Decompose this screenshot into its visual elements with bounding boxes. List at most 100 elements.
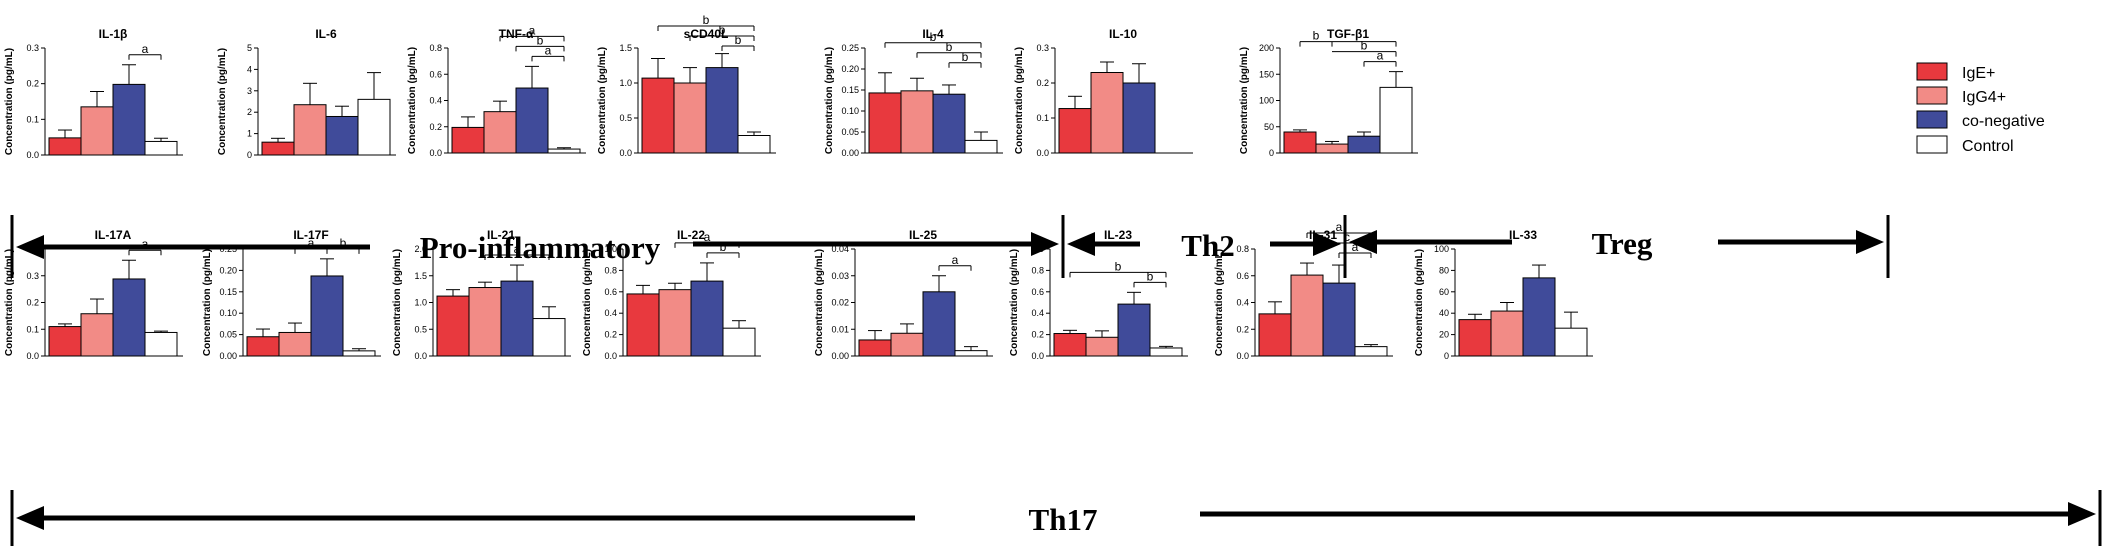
y-axis-label: Concentration (pg/mL) [1014,47,1025,154]
significance-label: b [962,50,969,64]
bar-control [1379,86,1413,154]
bar-control [964,139,998,154]
bar-co-negative [112,83,146,156]
bar-co-negative [112,278,146,357]
legend-swatch-control [1916,135,1948,154]
bar-ige- [261,141,295,156]
bar-ige- [1053,333,1087,357]
y-tick-label: 1.5 [414,271,427,281]
bar-co-negative [1122,82,1156,154]
y-axis-label: Concentration (pg/mL) [392,249,403,356]
y-axis-label: Concentration (pg/mL) [202,249,213,356]
bar-control [144,140,178,156]
significance-label: a [952,253,959,267]
chart-panel-il-22: IL-22 Concentration (pg/mL) 0.0 0.2 0.4 0.6 0.… [582,228,761,361]
y-axis-label: Concentration (pg/mL) [1009,249,1020,356]
legend-label-ige: IgE+ [1962,65,1995,82]
legend-swatch-ige [1916,62,1948,81]
bar-co-negative [1347,135,1381,154]
bar-ige- [626,293,660,357]
chart-panel-il-1-: IL-1β Concentration (pg/mL) 0.0 0.1 0.2 0.3 a [4,27,183,160]
y-axis-label: Concentration (pg/mL) [407,47,418,154]
bar-control [722,327,756,357]
y-tick-label: 0.00 [219,351,237,361]
y-tick-label: 0.6 [1236,271,1249,281]
bar-control [357,98,391,156]
chart-panel-tnf-: TNF-α Concentration (pg/mL) 0.0 0.2 0.4 0.6 0.… [407,23,586,158]
y-tick-label: 0.2 [1036,78,1049,88]
chart-title: IL-6 [315,27,337,41]
chart-title: IL-22 [677,228,705,242]
chart-panel-il-10: IL-10 Concentration (pg/mL) 0.0 0.1 0.2 0.3 [1014,27,1193,158]
y-tick-label: 80 [1439,265,1449,275]
significance-label: b [340,236,347,250]
y-tick-label: 0.00 [841,148,859,158]
bar-control [1354,346,1388,357]
y-tick-label: 0.15 [219,287,237,297]
bar-control [532,318,566,357]
y-tick-label: 40 [1439,308,1449,318]
legend: IgE+ IgG4+ co-negative Control [1916,62,2045,155]
significance-label: b [720,240,727,254]
bar-control [342,350,376,357]
y-tick-label: 0.1 [26,114,39,124]
bar-igg4- [1085,336,1119,357]
significance-label: b [946,40,953,54]
y-axis-label: Concentration (pg/mL) [582,249,593,356]
arrow-left-head [1349,230,1377,254]
chart-title: IL-33 [1509,228,1537,242]
y-tick-label: 0.0 [26,150,39,160]
bar-igg4- [80,106,114,156]
significance-label: a [545,43,552,57]
bar-igg4- [293,104,327,156]
group-arrows-row1: Pro-inflammatory Th2 Treg [10,215,1890,278]
chart-panel-il-6: IL-6 Concentration (pg/mL) 0 1 2 3 4 5 [217,27,396,160]
arrow-left-head [16,235,44,259]
bar-ige- [1283,131,1317,154]
bar-co-negative [325,115,359,156]
y-tick-label: 0.4 [1031,308,1044,318]
y-tick-label: 0.5 [619,113,632,123]
bar-co-negative [1522,277,1556,357]
y-tick-label: 20 [1439,330,1449,340]
y-tick-label: 0.1 [26,324,39,334]
chart-title: IL-4 [922,27,944,41]
y-tick-label: 0.0 [429,148,442,158]
y-tick-label: 0.0 [604,351,617,361]
y-tick-label: 1.0 [414,298,427,308]
y-axis-label: Concentration (pg/mL) [1214,249,1225,356]
y-tick-label: 0.8 [429,43,442,53]
bar-ige- [1258,313,1292,357]
y-axis-label: Concentration (pg/mL) [1239,47,1250,154]
y-axis-label: Concentration (pg/mL) [597,47,608,154]
y-tick-label: 4 [247,64,252,74]
bar-co-negative [690,280,724,357]
bar-igg4- [483,111,517,154]
y-tick-label: 0.2 [1236,324,1249,334]
bar-igg4- [1490,310,1524,357]
bar-igg4- [673,82,707,154]
y-tick-label: 0.2 [26,79,39,89]
chart-panel-il-21: IL-21 Concentration (pg/mL) 0.0 0.5 1.0 1.5 2.… [392,228,571,361]
significance-label: a [704,230,711,244]
legend-swatch-co-negative [1916,110,1948,129]
bar-igg4- [658,289,692,357]
arrow-left-head [16,506,44,530]
y-tick-label: 100 [1434,244,1449,254]
legend-label-control: Control [1962,138,2014,155]
significance-label: b [537,33,544,47]
y-tick-label: 0.05 [219,330,237,340]
bar-co-negative [310,275,344,357]
y-tick-label: 0.8 [604,265,617,275]
y-tick-label: 0.6 [604,287,617,297]
significance-label: a [1336,220,1343,234]
significance-label: b [719,23,726,37]
y-tick-label: 0.3 [1036,43,1049,53]
bar-control [954,350,988,357]
y-tick-label: 0.2 [26,298,39,308]
y-tick-label: 0.25 [841,43,859,53]
bar-co-negative [515,87,549,154]
significance-label: a [1377,49,1384,63]
